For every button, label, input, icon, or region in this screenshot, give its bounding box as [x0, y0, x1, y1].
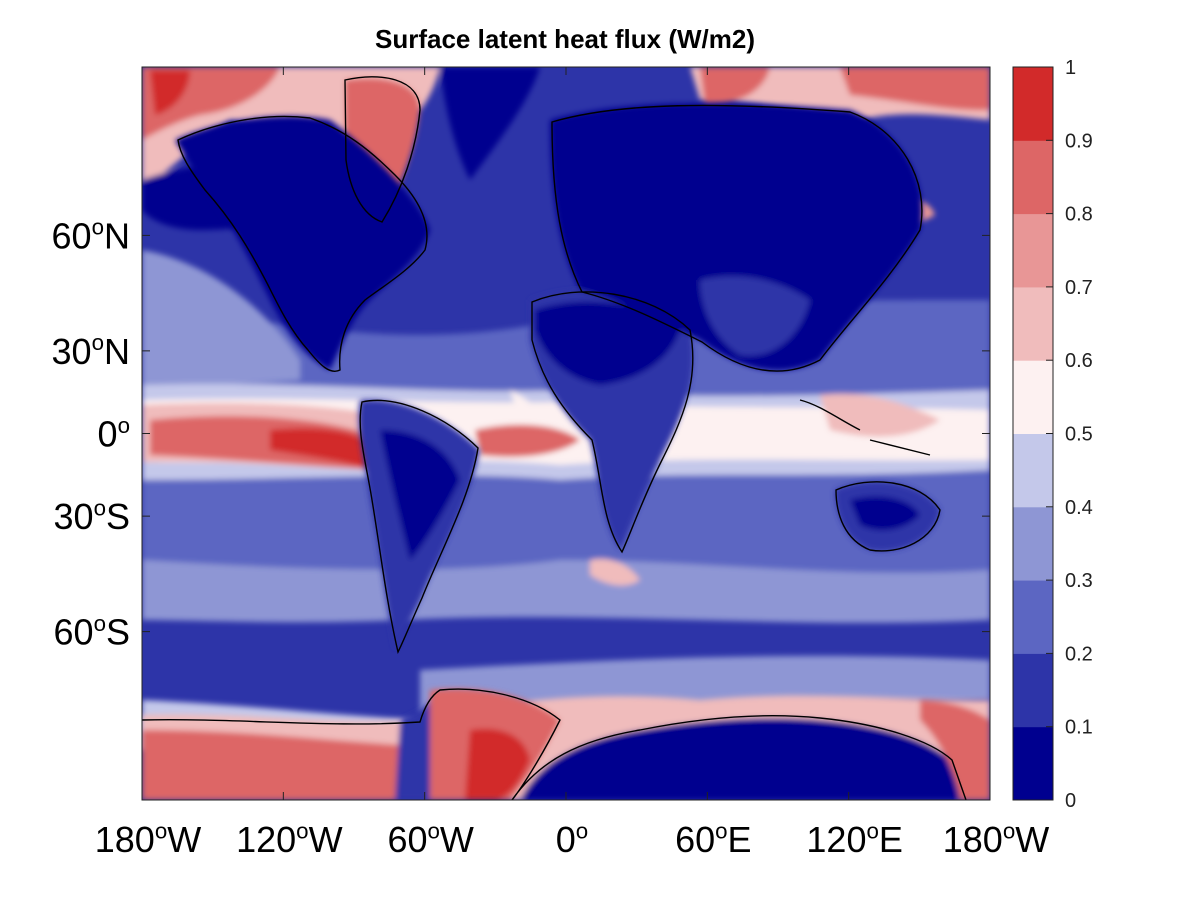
colorbar-tick-label: 0.6	[1065, 350, 1093, 372]
southern-ocean-band	[142, 560, 990, 623]
colorbar-tick-label: 0.4	[1065, 497, 1093, 519]
colorbar-tick-label: 0.8	[1065, 204, 1093, 226]
colorbar-segment	[1013, 580, 1053, 654]
colorbar-segment	[1013, 286, 1053, 361]
coast-africa	[531, 291, 694, 554]
y-tick-label: 60oS	[54, 611, 130, 653]
colorbar-tick-label: 0.1	[1065, 717, 1093, 739]
antarctic-dark-weddell	[465, 728, 530, 800]
y-tick-label: 0o	[98, 413, 130, 455]
antarctic-red-west	[142, 730, 400, 800]
colorbar-tick-label: 0.9	[1065, 130, 1093, 152]
antarctic-red-east	[920, 700, 990, 800]
x-tick-label: 60oW	[387, 818, 473, 860]
x-tick-label: 180oW	[943, 818, 1050, 860]
arctic-dark-red	[150, 70, 190, 115]
indian-pink-patch	[820, 393, 940, 437]
colorbar-segment	[1013, 506, 1053, 581]
coast-antarctica	[142, 688, 967, 800]
y-tick-label: 30oS	[54, 495, 130, 537]
colorbar-tick-label: 0.7	[1065, 277, 1093, 299]
coastlines	[142, 76, 967, 800]
colorbar-segment	[1013, 726, 1053, 801]
x-axis-ticks: 180oW 120oW 60oW 0o 60oE 120oE 180oW	[95, 67, 1050, 860]
eurasia-land	[550, 103, 922, 371]
colorbar-tick-label: 0.5	[1065, 424, 1093, 446]
colorbar-tick-label: 0	[1065, 790, 1076, 812]
asia-mid-blue	[700, 276, 810, 356]
coast-greenland	[344, 76, 421, 223]
coast-north-america	[177, 115, 428, 372]
map-plot-area	[141, 66, 991, 801]
colorbar-segment	[1013, 213, 1053, 288]
north-america-land	[175, 116, 430, 370]
x-tick-label: 120oW	[236, 818, 343, 860]
pacific-equator-dark-red	[270, 428, 380, 470]
x-tick-label: 180oW	[95, 818, 202, 860]
coast-australia	[835, 481, 941, 552]
north-pacific-red	[840, 67, 990, 111]
africa-sahara-dark	[535, 301, 680, 385]
north-eurasia-red	[700, 67, 770, 105]
x-tick-label: 60oE	[675, 818, 751, 860]
y-tick-label: 60oN	[52, 215, 130, 257]
antarctic-peninsula-blue	[395, 700, 430, 800]
colorbar-tick-label: 0.3	[1065, 570, 1093, 592]
colorbar-segment	[1013, 67, 1053, 141]
east-antarctica-blue	[520, 718, 965, 800]
australia-core	[850, 496, 920, 531]
north-atlantic-blue	[440, 67, 540, 180]
colorbar-tick-label: 1	[1065, 57, 1076, 79]
map-title: Surface latent heat flux (W/m2)	[375, 24, 755, 54]
colorbar: 0 0.1 0.2 0.3 0.4 0.5 0.6 0.7 0.8 0.9 1	[1012, 57, 1093, 812]
south-america-core	[380, 430, 460, 560]
x-tick-label: 120oE	[806, 818, 903, 860]
south-atlantic-pink	[590, 558, 640, 586]
coast-south-america	[359, 399, 479, 655]
coast-indonesia	[799, 399, 931, 456]
y-axis-ticks: 60oN 30oN 0o 30oS 60oS	[52, 215, 990, 653]
colorbar-tick-label: 0.2	[1065, 643, 1093, 665]
colorbar-segment	[1013, 360, 1053, 434]
colorbar-segment	[1013, 433, 1053, 508]
x-tick-label: 0o	[556, 818, 588, 860]
colorbar-segment	[1013, 140, 1053, 215]
colorbar-segment	[1013, 653, 1053, 728]
atlantic-equator-white	[510, 390, 545, 420]
pacific-light-north	[142, 250, 300, 390]
atlantic-equator-red	[475, 424, 580, 457]
coast-eurasia	[551, 104, 923, 372]
y-tick-label: 30oN	[52, 330, 130, 372]
